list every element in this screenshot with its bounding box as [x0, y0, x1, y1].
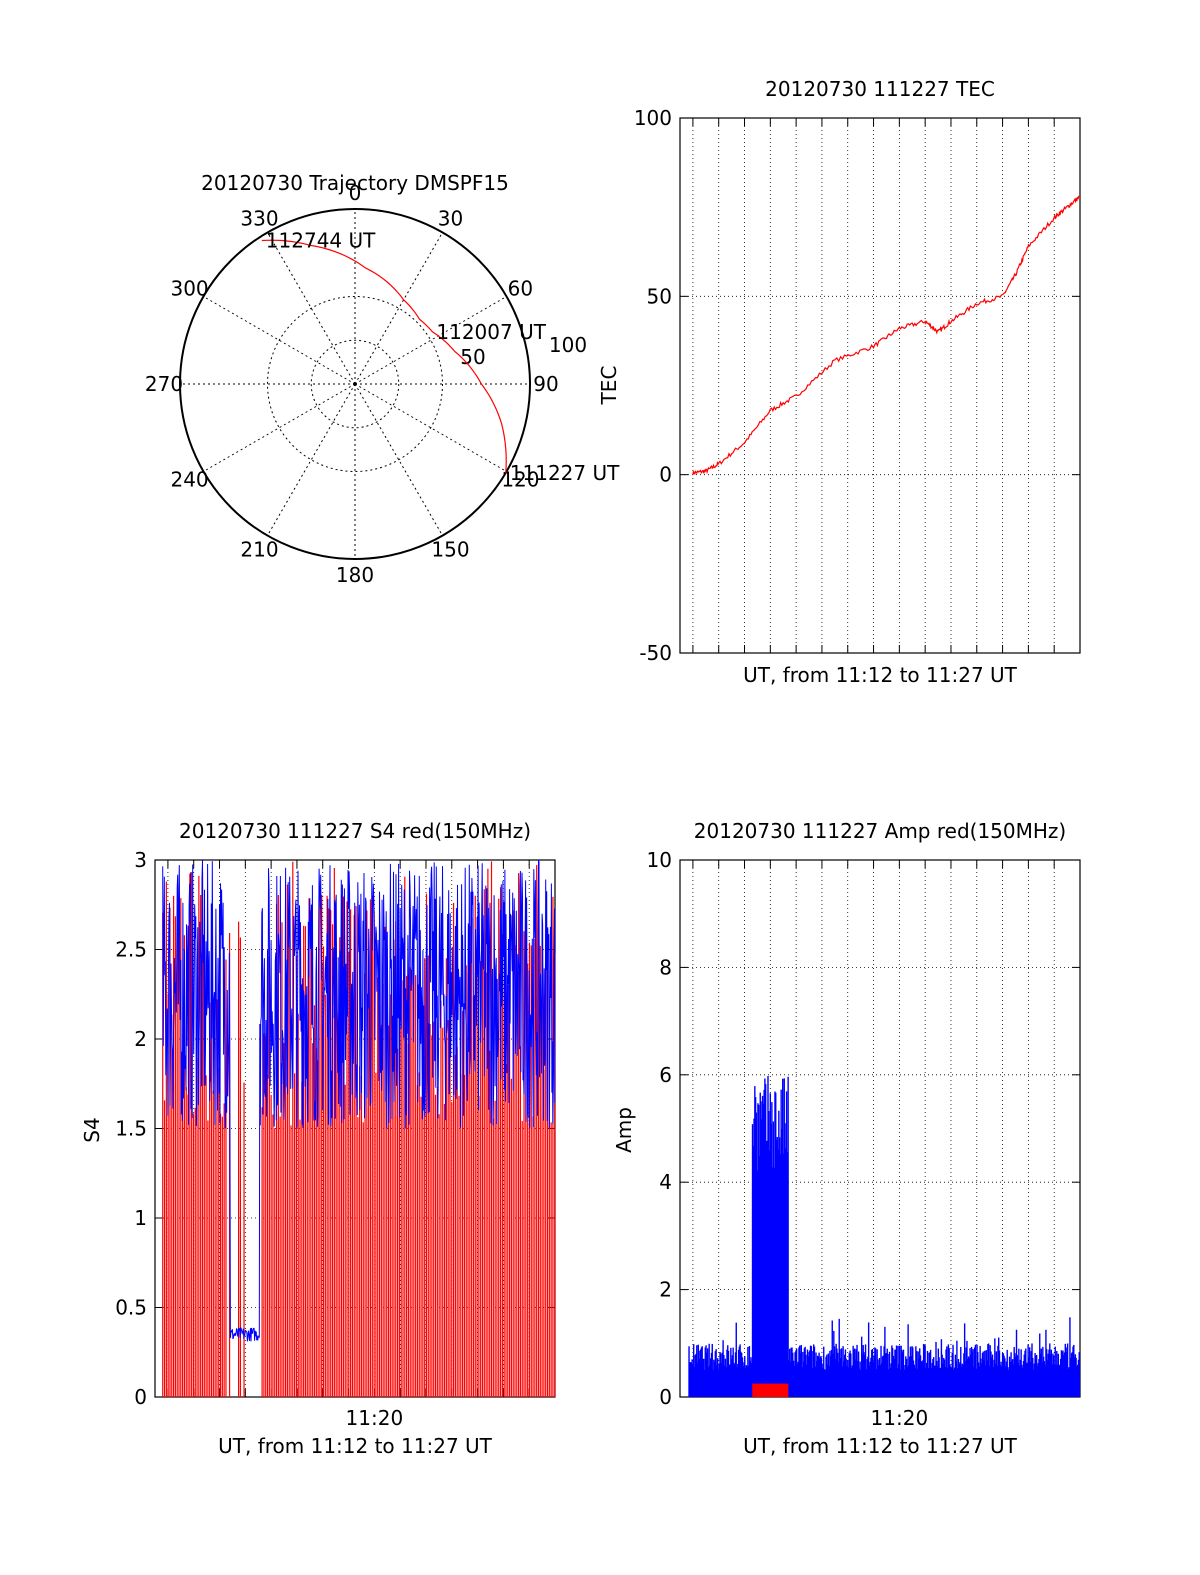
polar-angle-label: 300	[170, 277, 208, 301]
trajectory-panel: 20120730 Trajectory DMSPF15 0 30 60 90 120 15…	[145, 171, 620, 587]
y-tick-label: 0	[659, 463, 672, 487]
polar-angle-label: 120	[501, 468, 539, 492]
tec-xlabel: UT, from 11:12 to 11:27 UT	[743, 663, 1018, 687]
amp-xlabel: UT, from 11:12 to 11:27 UT	[743, 1434, 1018, 1458]
trajectory-annotation: 112744 UT	[266, 228, 376, 252]
y-tick-label: -50	[639, 641, 672, 665]
polar-radius-label: 100	[549, 333, 587, 357]
polar-spoke-300	[203, 296, 356, 385]
polar-radius-label: 50	[460, 345, 485, 369]
polar-angle-label: 270	[145, 372, 183, 396]
polar-angle-label: 60	[508, 277, 533, 301]
polar-spoke-120	[354, 383, 507, 472]
y-tick-label: 0.5	[115, 1296, 147, 1320]
s4-blue-series	[162, 859, 556, 1342]
y-tick-label: 10	[647, 848, 672, 872]
amp-title: 20120730 111227 Amp red(150MHz)	[694, 819, 1066, 843]
s4-ylabel: S4	[80, 1117, 104, 1142]
s4-panel: 20120730 111227 S4 red(150MHz) 3 2.5 2 1.5 1…	[80, 819, 556, 1458]
trajectory-track	[261, 239, 507, 473]
trajectory-annotation: 112007 UT	[436, 320, 546, 344]
polar-spoke-150	[354, 383, 443, 536]
tec-title: 20120730 111227 TEC	[765, 77, 995, 101]
y-tick-label: 3	[134, 848, 147, 872]
plot-frame	[679, 859, 1081, 1398]
y-tick-label: 4	[659, 1170, 672, 1194]
polar-angle-label: 0	[349, 181, 362, 205]
polar-spoke-240	[203, 383, 356, 472]
polar-outer-circle	[179, 208, 531, 560]
amp-blue-series	[688, 1075, 1080, 1397]
amp-red-series	[752, 1383, 789, 1397]
tec-panel: 20120730 111227 TEC 100 50 0 -50 UT, from 1…	[597, 77, 1081, 687]
polar-angle-label: 330	[240, 207, 278, 231]
polar-ring-0	[267, 296, 443, 472]
y-tick-label: 0	[659, 1385, 672, 1409]
plot-frame	[679, 117, 1081, 654]
y-tick-label: 2	[134, 1027, 147, 1051]
polar-angle-labels: 0 30 60 90 120 150 180 210 240 270 300 330	[145, 181, 559, 587]
polar-spoke-210	[267, 383, 356, 536]
y-tick-label: 8	[659, 955, 672, 979]
polar-radius-labels: 50 100	[460, 333, 587, 369]
polar-spoke-330	[267, 232, 356, 385]
tec-ylabel: TEC	[597, 366, 621, 406]
polar-angle-label: 240	[170, 468, 208, 492]
y-tick-label: 2.5	[115, 938, 147, 962]
polar-angle-label: 90	[533, 372, 558, 396]
y-tick-label: 1	[134, 1206, 147, 1230]
trajectory-annotations: 112744 UT 112007 UT 111227 UT	[266, 228, 620, 484]
y-tick-label: 2	[659, 1278, 672, 1302]
amp-red-burst	[752, 1383, 789, 1397]
y-tick-label: 0	[134, 1385, 147, 1409]
trajectory-title: 20120730 Trajectory DMSPF15	[201, 171, 509, 195]
polar-angle-label: 180	[336, 563, 374, 587]
tec-axes: 100 50 0 -50	[634, 106, 1081, 665]
x-tick-label: 11:20	[346, 1406, 404, 1430]
amp-panel: 20120730 111227 Amp red(150MHz) 10864201…	[612, 819, 1081, 1458]
s4-xlabel: UT, from 11:12 to 11:27 UT	[218, 1434, 493, 1458]
polar-angle-label: 210	[240, 537, 278, 561]
y-tick-label: 6	[659, 1063, 672, 1087]
x-tick-label: 11:20	[871, 1406, 929, 1430]
trajectory-annotation: 111227 UT	[510, 461, 620, 485]
s4-title: 20120730 111227 S4 red(150MHz)	[179, 819, 531, 843]
y-tick-label: 100	[634, 106, 672, 130]
polar-spoke-60	[354, 296, 507, 385]
polar-grid	[179, 208, 531, 560]
tec-series-line	[692, 195, 1081, 476]
polar-angle-label: 30	[438, 207, 463, 231]
y-tick-label: 50	[647, 284, 672, 308]
polar-angle-label: 150	[431, 537, 469, 561]
amp-axes: 10 8 6 4 2 0 11:20	[647, 848, 1081, 1430]
polar-ring-1	[310, 339, 400, 429]
amp-ylabel: Amp	[612, 1107, 636, 1153]
polar-spoke-30	[354, 232, 443, 385]
y-tick-label: 1.5	[115, 1117, 147, 1141]
